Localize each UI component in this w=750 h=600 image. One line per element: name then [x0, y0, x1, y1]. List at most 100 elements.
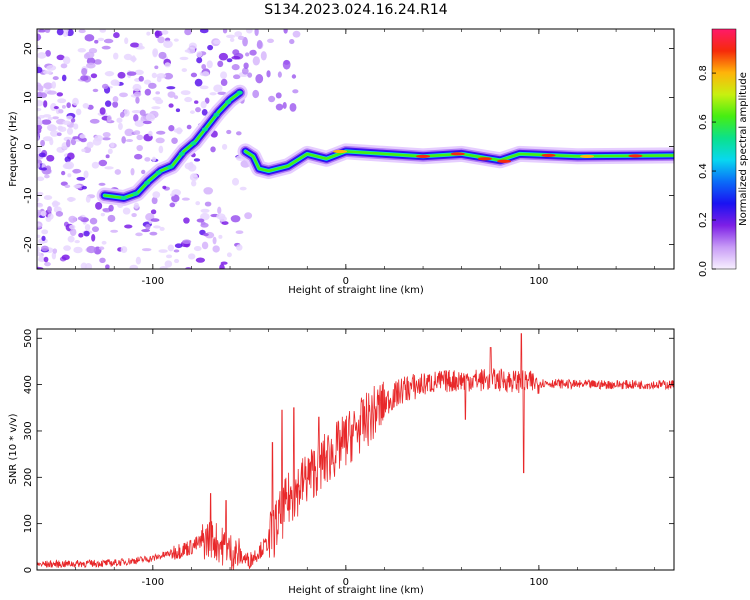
noise-blob — [152, 48, 159, 57]
noise-blob — [275, 92, 282, 99]
noise-blob — [171, 137, 178, 145]
snr-panel: -100 0 100 0 100 200 300 400 500 Height of stra… — [8, 328, 675, 596]
noise-blob — [212, 236, 217, 245]
noise-blob — [66, 139, 71, 148]
noise-blob — [158, 249, 168, 253]
noise-blob — [226, 129, 232, 135]
spectrogram-y-tick-label: -20 — [23, 236, 34, 252]
noise-blob — [292, 30, 301, 38]
ridge-hotspot — [225, 100, 232, 105]
noise-blob — [277, 71, 282, 78]
noise-blob — [168, 125, 175, 132]
noise-blob — [131, 109, 142, 114]
noise-blob — [102, 132, 111, 138]
snr-y-tick-label: 200 — [23, 468, 34, 487]
noise-blob — [46, 90, 57, 95]
noise-blob — [196, 57, 203, 64]
noise-blob — [57, 98, 67, 104]
noise-blob — [61, 170, 66, 176]
noise-blob — [44, 174, 50, 179]
noise-blob — [167, 91, 176, 98]
snr-x-tick-label: -100 — [141, 577, 164, 588]
snr-x-ticks: -100 0 100 — [36, 329, 655, 588]
noise-blob — [134, 69, 144, 75]
noise-blob — [196, 218, 205, 223]
noise-blob — [46, 154, 55, 162]
noise-blob — [233, 74, 241, 80]
noise-blob — [132, 83, 142, 92]
noise-blob — [61, 254, 70, 261]
colorbar-tick-label: 0.2 — [698, 212, 709, 228]
noise-blob — [133, 114, 139, 122]
noise-blob — [159, 265, 168, 269]
noise-blob — [61, 74, 67, 82]
noise-blob — [218, 234, 223, 239]
noise-blob — [291, 74, 297, 79]
ridge-hotspot — [155, 170, 162, 175]
figure-title: S134.2023.024.16.24.R14 — [264, 2, 447, 18]
noise-blob — [195, 257, 205, 263]
noise-blob — [144, 157, 151, 162]
noise-blob — [162, 185, 167, 189]
noise-blob — [164, 260, 173, 268]
noise-blob — [219, 216, 227, 222]
noise-blob — [84, 224, 91, 231]
noise-blob — [72, 136, 80, 140]
noise-blob — [105, 264, 110, 269]
ridge-hotspot — [201, 127, 208, 132]
noise-blob — [81, 148, 86, 153]
colorbar-ticks: 0.0 0.2 0.4 0.6 0.8 — [698, 65, 716, 277]
noise-blob — [37, 223, 41, 227]
noise-blob — [201, 71, 210, 77]
noise-blob — [144, 88, 152, 96]
noise-blob — [73, 184, 82, 189]
noise-blob — [93, 59, 102, 65]
noise-blob — [114, 80, 120, 86]
noise-blob — [47, 213, 54, 220]
noise-blob — [66, 102, 71, 109]
noise-blob — [124, 37, 129, 45]
noise-blob — [83, 146, 92, 154]
noise-blob — [153, 225, 161, 229]
ridge-hotspot — [236, 90, 243, 95]
noise-blob — [38, 152, 46, 158]
ridge-hotspot — [497, 159, 512, 163]
noise-blob — [289, 39, 295, 45]
noise-blob — [236, 131, 242, 136]
noise-blob — [99, 29, 106, 33]
snr-x-tick-label: 100 — [529, 577, 548, 588]
colorbar-label: Normalized spectral amplitude — [738, 72, 749, 226]
noise-blob — [213, 39, 221, 45]
noise-blob — [45, 50, 51, 57]
noise-blob — [64, 184, 71, 188]
noise-blob — [154, 65, 159, 70]
noise-blob — [150, 218, 160, 222]
noise-blob — [47, 206, 52, 213]
noise-blob — [102, 137, 111, 141]
noise-blob — [122, 207, 131, 215]
noise-blob — [136, 144, 144, 152]
ridge-hotspot — [144, 180, 151, 185]
noise-blob — [63, 136, 72, 142]
ridge-hotspot — [167, 164, 174, 169]
noise-blob — [136, 134, 144, 141]
noise-blob — [181, 68, 188, 73]
noise-blob — [100, 212, 105, 217]
noise-blob — [42, 70, 52, 75]
noise-blob — [52, 76, 59, 81]
noise-blob — [182, 239, 192, 244]
noise-blob — [151, 156, 157, 162]
noise-blob — [254, 29, 259, 36]
noise-blob — [52, 200, 59, 208]
colorbar: 0.0 0.2 0.4 0.6 0.8 Normalized spectral ampl… — [698, 28, 749, 277]
noise-blob — [166, 86, 176, 90]
noise-blob — [37, 191, 44, 197]
noise-blob — [91, 161, 100, 169]
noise-blob — [86, 141, 94, 149]
noise-blob — [184, 96, 193, 103]
noise-blob — [50, 103, 57, 112]
noise-blob — [97, 37, 105, 42]
noise-blob — [184, 49, 190, 53]
noise-blob — [64, 161, 74, 170]
